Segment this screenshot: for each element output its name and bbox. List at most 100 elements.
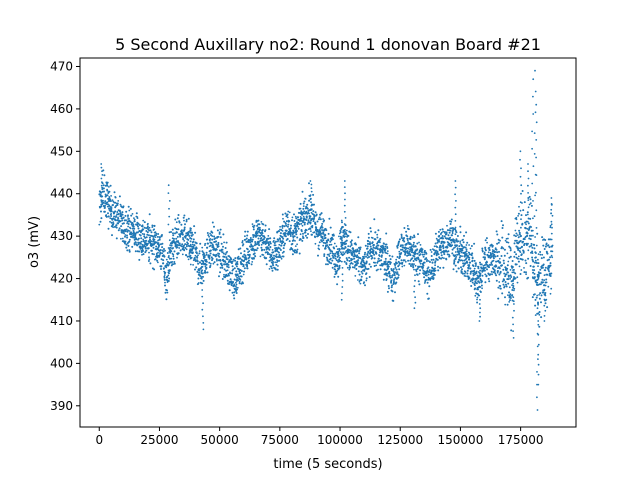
data-point — [265, 248, 268, 251]
data-point — [300, 222, 303, 225]
data-point — [216, 246, 219, 248]
data-point — [182, 238, 185, 241]
data-point — [401, 248, 404, 251]
outlier-point — [478, 281, 481, 284]
data-point — [325, 263, 327, 266]
data-point — [302, 219, 305, 222]
data-point — [368, 263, 371, 266]
data-point — [486, 268, 488, 271]
data-point — [476, 298, 478, 301]
outlier-point — [532, 95, 534, 98]
data-point — [379, 268, 382, 271]
data-point — [196, 256, 199, 259]
data-point — [404, 260, 407, 263]
data-point — [168, 272, 170, 275]
data-point — [302, 202, 305, 205]
outlier-point — [101, 195, 104, 198]
data-point — [157, 254, 160, 257]
data-point — [310, 225, 313, 228]
data-point — [549, 264, 552, 267]
data-point — [158, 244, 160, 246]
outlier-point — [341, 273, 344, 276]
data-point — [354, 242, 357, 245]
data-point — [347, 245, 350, 248]
data-point — [534, 261, 536, 264]
data-point — [166, 281, 169, 283]
data-point — [340, 219, 343, 222]
data-point — [286, 216, 289, 219]
outlier-point — [531, 182, 534, 185]
data-point — [517, 255, 520, 258]
outlier-point — [454, 226, 457, 229]
data-point — [219, 271, 221, 274]
data-point — [530, 204, 533, 207]
data-point — [497, 286, 500, 289]
data-point — [448, 231, 451, 234]
data-point — [390, 286, 393, 289]
data-point — [496, 242, 499, 245]
data-point — [273, 254, 275, 257]
data-point — [379, 237, 382, 240]
data-point — [242, 282, 244, 285]
data-point — [397, 265, 400, 268]
data-point — [400, 248, 402, 251]
data-point — [481, 287, 483, 290]
data-point — [173, 261, 176, 263]
data-point — [265, 239, 268, 242]
x-tick-label: 75000 — [261, 433, 299, 447]
data-point — [127, 218, 129, 220]
data-point — [194, 231, 197, 234]
data-point — [304, 234, 307, 237]
data-point — [126, 234, 128, 237]
data-point — [360, 270, 363, 273]
data-point — [370, 230, 372, 233]
data-point — [550, 272, 553, 275]
data-point — [138, 233, 141, 236]
data-point — [243, 259, 246, 262]
data-point — [306, 236, 309, 239]
data-point — [422, 255, 425, 258]
data-point — [193, 225, 196, 228]
outlier-point — [414, 301, 417, 304]
data-point — [163, 274, 166, 276]
data-point — [512, 285, 515, 287]
data-point — [513, 255, 516, 258]
data-point — [191, 251, 194, 254]
data-point — [507, 275, 510, 278]
data-point — [484, 246, 487, 249]
outlier-point — [202, 315, 204, 318]
data-point — [464, 246, 467, 249]
data-point — [110, 208, 113, 211]
data-point — [452, 228, 455, 230]
data-point — [523, 242, 526, 245]
data-point — [281, 227, 284, 229]
data-point — [349, 231, 352, 234]
data-point — [99, 195, 102, 198]
data-point — [407, 247, 410, 250]
data-point — [497, 259, 500, 262]
data-point — [490, 254, 493, 256]
data-point — [106, 181, 109, 184]
data-point — [436, 252, 439, 255]
data-point — [137, 243, 140, 246]
data-point — [289, 233, 292, 236]
outlier-point — [479, 307, 482, 310]
outlier-point — [201, 295, 204, 298]
outlier-point — [543, 315, 546, 317]
data-point — [229, 256, 232, 259]
data-point — [170, 250, 173, 253]
data-point — [534, 298, 537, 301]
data-point — [206, 271, 209, 274]
data-point — [428, 285, 431, 288]
x-tick-label: 125000 — [377, 433, 423, 447]
data-point — [222, 233, 225, 236]
data-point — [192, 246, 195, 249]
data-point — [412, 241, 415, 244]
data-point — [419, 244, 422, 246]
data-point — [465, 250, 468, 253]
data-point — [534, 252, 537, 254]
data-point — [233, 267, 236, 270]
data-point — [110, 221, 113, 224]
data-point — [295, 233, 298, 236]
outlier-point — [479, 277, 482, 280]
